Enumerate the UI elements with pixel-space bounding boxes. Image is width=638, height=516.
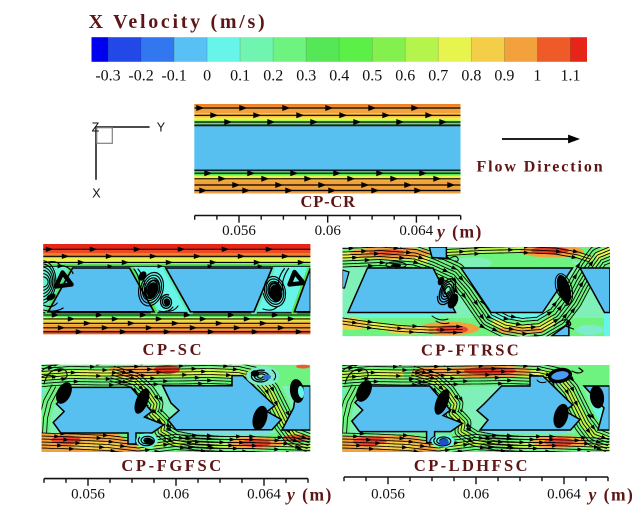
svg-text:0: 0 [203, 68, 211, 85]
svg-text:CP-FTRSC: CP-FTRSC [421, 341, 521, 360]
svg-text:Z: Z [92, 121, 100, 135]
svg-text:1.1: 1.1 [561, 68, 581, 85]
svg-text:0.064: 0.064 [399, 223, 433, 239]
svg-text:0.4: 0.4 [329, 68, 349, 85]
svg-text:0.8: 0.8 [461, 68, 481, 85]
svg-text:Flow Direction: Flow Direction [476, 158, 604, 175]
svg-text:0.064: 0.064 [247, 487, 281, 503]
svg-text:0.5: 0.5 [362, 68, 382, 85]
svg-text:0.056: 0.056 [222, 223, 256, 239]
svg-text:X Velocity (m/s): X Velocity (m/s) [89, 11, 268, 33]
svg-text:0.9: 0.9 [494, 68, 514, 85]
svg-text:X: X [92, 186, 101, 200]
svg-text:CP-LDHFSC: CP-LDHFSC [414, 456, 530, 475]
svg-text:CP-CR: CP-CR [301, 192, 357, 211]
svg-text:0.06: 0.06 [163, 487, 190, 503]
svg-text:0.3: 0.3 [296, 68, 316, 85]
svg-text:y (m): y (m) [285, 485, 333, 505]
svg-text:0.056: 0.056 [71, 487, 105, 503]
svg-text:0.064: 0.064 [547, 487, 581, 503]
svg-text:y (m): y (m) [435, 222, 483, 242]
svg-text:y (m): y (m) [587, 485, 635, 505]
svg-text:0.056: 0.056 [371, 487, 405, 503]
svg-text:-0.1: -0.1 [161, 68, 186, 85]
svg-text:0.06: 0.06 [463, 487, 490, 503]
svg-text:-0.3: -0.3 [95, 68, 120, 85]
svg-text:1: 1 [533, 68, 541, 85]
svg-text:Y: Y [157, 121, 166, 135]
svg-text:0.1: 0.1 [230, 68, 250, 85]
svg-text:0.6: 0.6 [395, 68, 415, 85]
svg-text:0.06: 0.06 [315, 223, 342, 239]
svg-text:0.7: 0.7 [428, 68, 448, 85]
svg-text:CP-SC: CP-SC [143, 340, 205, 359]
svg-text:-0.2: -0.2 [128, 68, 153, 85]
svg-text:0.2: 0.2 [263, 68, 283, 85]
svg-text:CP-FGFSC: CP-FGFSC [121, 456, 223, 475]
